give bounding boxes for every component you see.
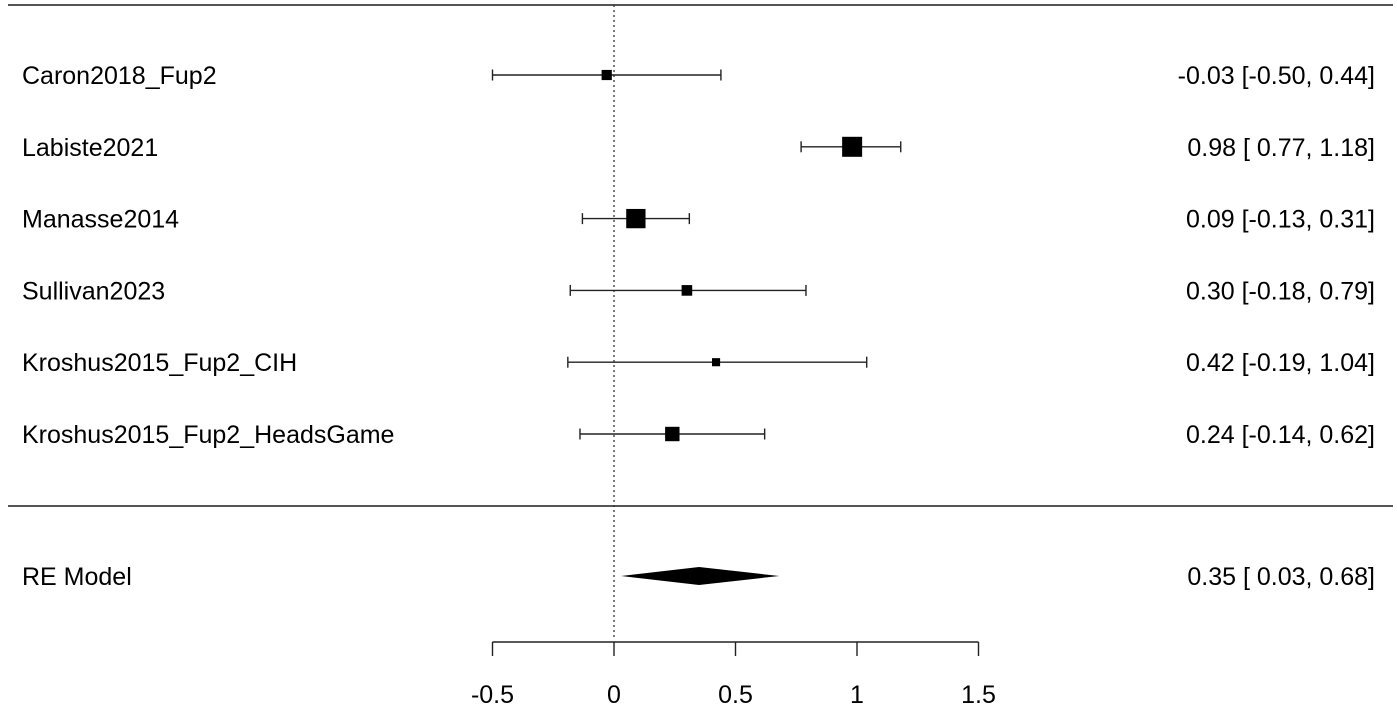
study-row: Labiste2021 0.98 [ 0.77, 1.18] — [22, 134, 1375, 162]
summary-diamond — [621, 567, 780, 585]
point-estimate-box — [842, 136, 863, 157]
summary-label: RE Model — [22, 563, 132, 591]
study-label: Manasse2014 — [22, 206, 179, 234]
study-row: Sullivan2023 0.30 [-0.18, 0.79] — [22, 277, 1375, 305]
study-row: Kroshus2015_Fup2_HeadsGame 0.24 [-0.14, 0… — [22, 421, 1375, 449]
effect-annotation: 0.24 [-0.14, 0.62] — [1186, 421, 1375, 449]
study-label: Kroshus2015_Fup2_HeadsGame — [22, 421, 394, 449]
effect-annotation: 0.42 [-0.19, 1.04] — [1186, 349, 1375, 377]
study-row: Kroshus2015_Fup2_CIH 0.42 [-0.19, 1.04] — [22, 349, 1375, 377]
study-label: Caron2018_Fup2 — [22, 62, 217, 90]
effect-annotation: -0.03 [-0.50, 0.44] — [1178, 62, 1375, 90]
x-tick-label: -0.5 — [471, 681, 514, 709]
point-estimate-box — [601, 69, 612, 81]
point-estimate-box — [712, 358, 721, 367]
x-tick-label: 1 — [850, 681, 864, 709]
study-label: Sullivan2023 — [22, 277, 165, 305]
study-row: Caron2018_Fup2 -0.03 [-0.50, 0.44] — [22, 62, 1375, 90]
point-estimate-box — [681, 285, 693, 296]
x-tick-label: 1.5 — [961, 681, 996, 709]
x-axis: -0.5 0 0.5 1 1.5 — [471, 641, 996, 709]
summary-row: RE Model 0.35 [ 0.03, 0.68] — [22, 563, 1375, 591]
effect-annotation: 0.98 [ 0.77, 1.18] — [1187, 134, 1375, 162]
study-rows: Caron2018_Fup2 -0.03 [-0.50, 0.44] Labiste… — [22, 62, 1375, 449]
study-label: Kroshus2015_Fup2_CIH — [22, 349, 297, 377]
effect-annotation: 0.09 [-0.13, 0.31] — [1186, 206, 1375, 234]
x-tick-label: 0.5 — [718, 681, 753, 709]
point-estimate-box — [626, 208, 646, 229]
effect-annotation: 0.30 [-0.18, 0.79] — [1186, 277, 1375, 305]
x-tick-label: 0 — [607, 681, 621, 709]
summary-annotation: 0.35 [ 0.03, 0.68] — [1187, 563, 1375, 591]
study-label: Labiste2021 — [22, 134, 158, 162]
point-estimate-box — [665, 426, 680, 442]
study-row: Manasse2014 0.09 [-0.13, 0.31] — [22, 206, 1375, 234]
